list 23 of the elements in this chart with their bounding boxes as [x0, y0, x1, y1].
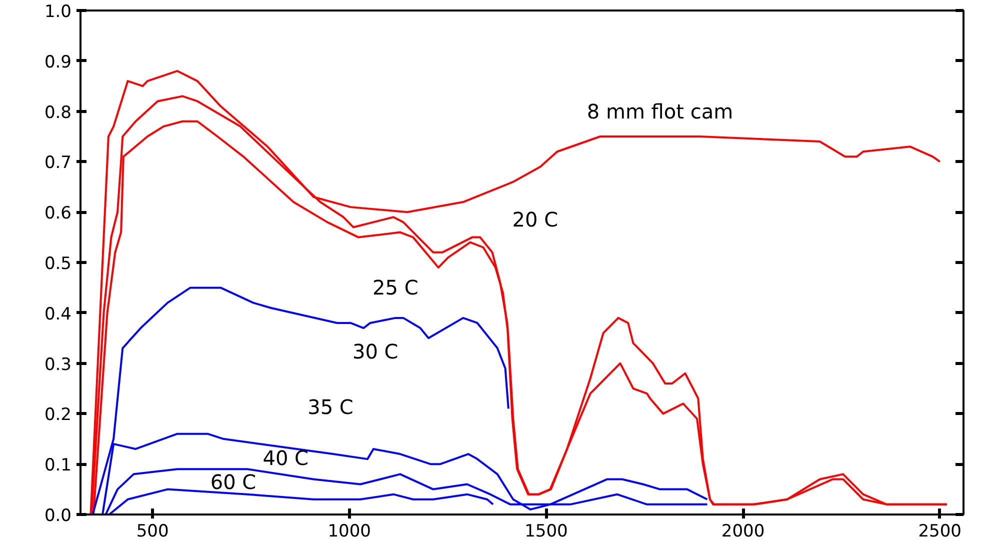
- x-tick-label: 2500: [918, 522, 962, 542]
- y-tick-label: 0.3: [44, 354, 72, 375]
- annotation: 35 C: [308, 395, 354, 420]
- annotation: 20 C: [512, 208, 558, 232]
- y-tick-label: 0.9: [44, 52, 72, 72]
- y-tick-label: 0.7: [44, 153, 72, 174]
- annotation: 40 C: [262, 446, 308, 470]
- x-tick-label: 1000: [328, 522, 372, 542]
- y-tick-label: 0.8: [44, 102, 72, 123]
- y-tick-label: 1.0: [44, 2, 72, 22]
- y-tick-label: 0.2: [44, 405, 72, 426]
- annotation: 30 C: [352, 340, 398, 364]
- annotation: 60 C: [210, 470, 256, 494]
- x-tick-label: 2000: [721, 522, 765, 542]
- y-tick-label: 0.1: [44, 456, 72, 476]
- y-tick-label: 0.4: [44, 304, 72, 324]
- y-tick-label: 0.5: [44, 254, 72, 274]
- annotation: 25 C: [372, 276, 418, 300]
- annotation: 8 mm flot cam: [586, 99, 734, 124]
- x-tick-label: 500: [136, 522, 169, 542]
- y-tick-label: 0.6: [44, 204, 72, 224]
- y-tick-label: 0.0: [44, 506, 72, 526]
- x-tick-label: 1500: [524, 522, 568, 542]
